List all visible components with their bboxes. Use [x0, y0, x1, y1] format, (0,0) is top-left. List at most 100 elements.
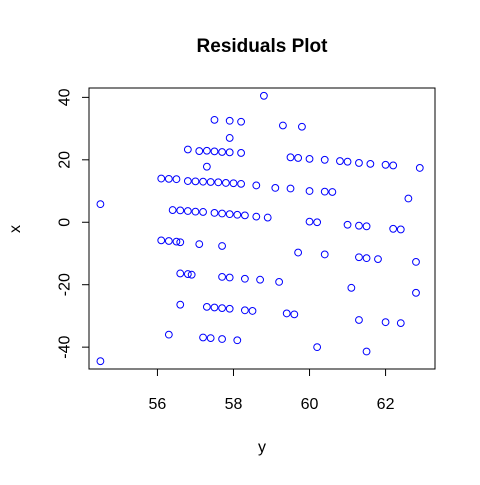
data-point: [294, 154, 303, 162]
data-point: [176, 300, 185, 309]
data-point: [305, 154, 314, 163]
data-point: [225, 304, 234, 313]
data-point: [396, 225, 405, 234]
data-point: [183, 177, 192, 185]
data-point: [225, 273, 234, 282]
x-axis: 56 58 60 62: [149, 369, 395, 413]
y-tick-label: 0: [57, 218, 74, 227]
data-point: [195, 240, 204, 249]
data-point: [256, 275, 264, 284]
data-point: [305, 217, 314, 226]
data-point: [191, 207, 200, 216]
data-point: [240, 306, 249, 315]
data-point: [168, 206, 177, 214]
plot-area-border: [88, 87, 436, 370]
x-tick-label: 62: [377, 396, 395, 413]
data-point: [172, 175, 181, 184]
data-point: [214, 178, 223, 187]
data-point: [412, 258, 420, 266]
y-axis-label: x: [7, 225, 24, 233]
data-point: [415, 164, 424, 172]
data-point: [374, 255, 382, 263]
data-point: [206, 178, 215, 186]
data-point: [199, 333, 207, 342]
data-point: [355, 253, 363, 262]
data-point: [233, 210, 242, 219]
data-point: [225, 134, 234, 142]
data-point: [260, 91, 268, 100]
data-point: [362, 222, 371, 231]
data-points: [96, 91, 424, 366]
data-point: [96, 357, 105, 366]
data-point: [218, 242, 226, 250]
data-point: [237, 117, 245, 126]
data-point: [237, 149, 245, 157]
data-point: [282, 309, 291, 318]
data-point: [328, 188, 337, 196]
data-point: [206, 334, 215, 342]
data-point: [381, 318, 390, 327]
data-point: [240, 211, 249, 220]
data-point: [298, 122, 306, 131]
data-point: [199, 177, 207, 186]
data-point: [225, 116, 234, 125]
data-point: [199, 208, 207, 216]
data-point: [210, 147, 219, 156]
data-point: [164, 174, 173, 183]
data-point: [172, 237, 181, 246]
data-point: [336, 157, 344, 165]
data-point: [286, 184, 295, 193]
data-point: [240, 274, 249, 283]
x-tick-label: 58: [225, 396, 243, 413]
data-point: [294, 248, 303, 257]
data-point: [362, 347, 371, 356]
data-point: [225, 148, 234, 157]
data-point: [355, 159, 363, 167]
y-tick-label: -20: [57, 273, 74, 296]
data-point: [271, 184, 280, 192]
data-point: [229, 179, 238, 188]
data-point: [252, 212, 261, 221]
data-point: [218, 272, 226, 281]
data-point: [210, 303, 219, 312]
data-point: [218, 335, 226, 343]
data-point: [195, 147, 204, 155]
data-point: [320, 187, 329, 196]
data-point: [275, 277, 284, 286]
data-point: [237, 179, 245, 188]
data-point: [176, 269, 185, 278]
data-point: [187, 270, 196, 279]
data-point: [202, 146, 211, 155]
y-axis: -40 -20 0 20 40: [57, 88, 89, 359]
x-tick-label: 60: [301, 396, 319, 413]
data-point: [313, 218, 322, 227]
data-point: [412, 288, 420, 297]
data-point: [176, 206, 185, 215]
data-point: [396, 319, 405, 328]
data-point: [313, 343, 322, 352]
data-point: [191, 177, 200, 186]
data-point: [202, 162, 211, 171]
data-point: [218, 209, 226, 218]
x-axis-label: y: [258, 439, 266, 456]
data-point: [381, 160, 390, 169]
data-point: [362, 254, 371, 263]
data-point: [286, 153, 295, 162]
data-point: [202, 302, 211, 311]
data-point: [320, 155, 329, 164]
x-tick-label: 56: [149, 396, 167, 413]
data-point: [221, 179, 230, 187]
data-point: [389, 224, 398, 233]
data-point: [210, 208, 219, 217]
data-point: [218, 148, 226, 156]
data-point: [263, 213, 272, 222]
data-point: [157, 174, 166, 183]
data-point: [183, 145, 192, 154]
data-point: [404, 194, 413, 203]
data-point: [366, 159, 375, 168]
data-point: [279, 121, 287, 130]
data-point: [355, 316, 363, 324]
data-point: [164, 330, 173, 339]
